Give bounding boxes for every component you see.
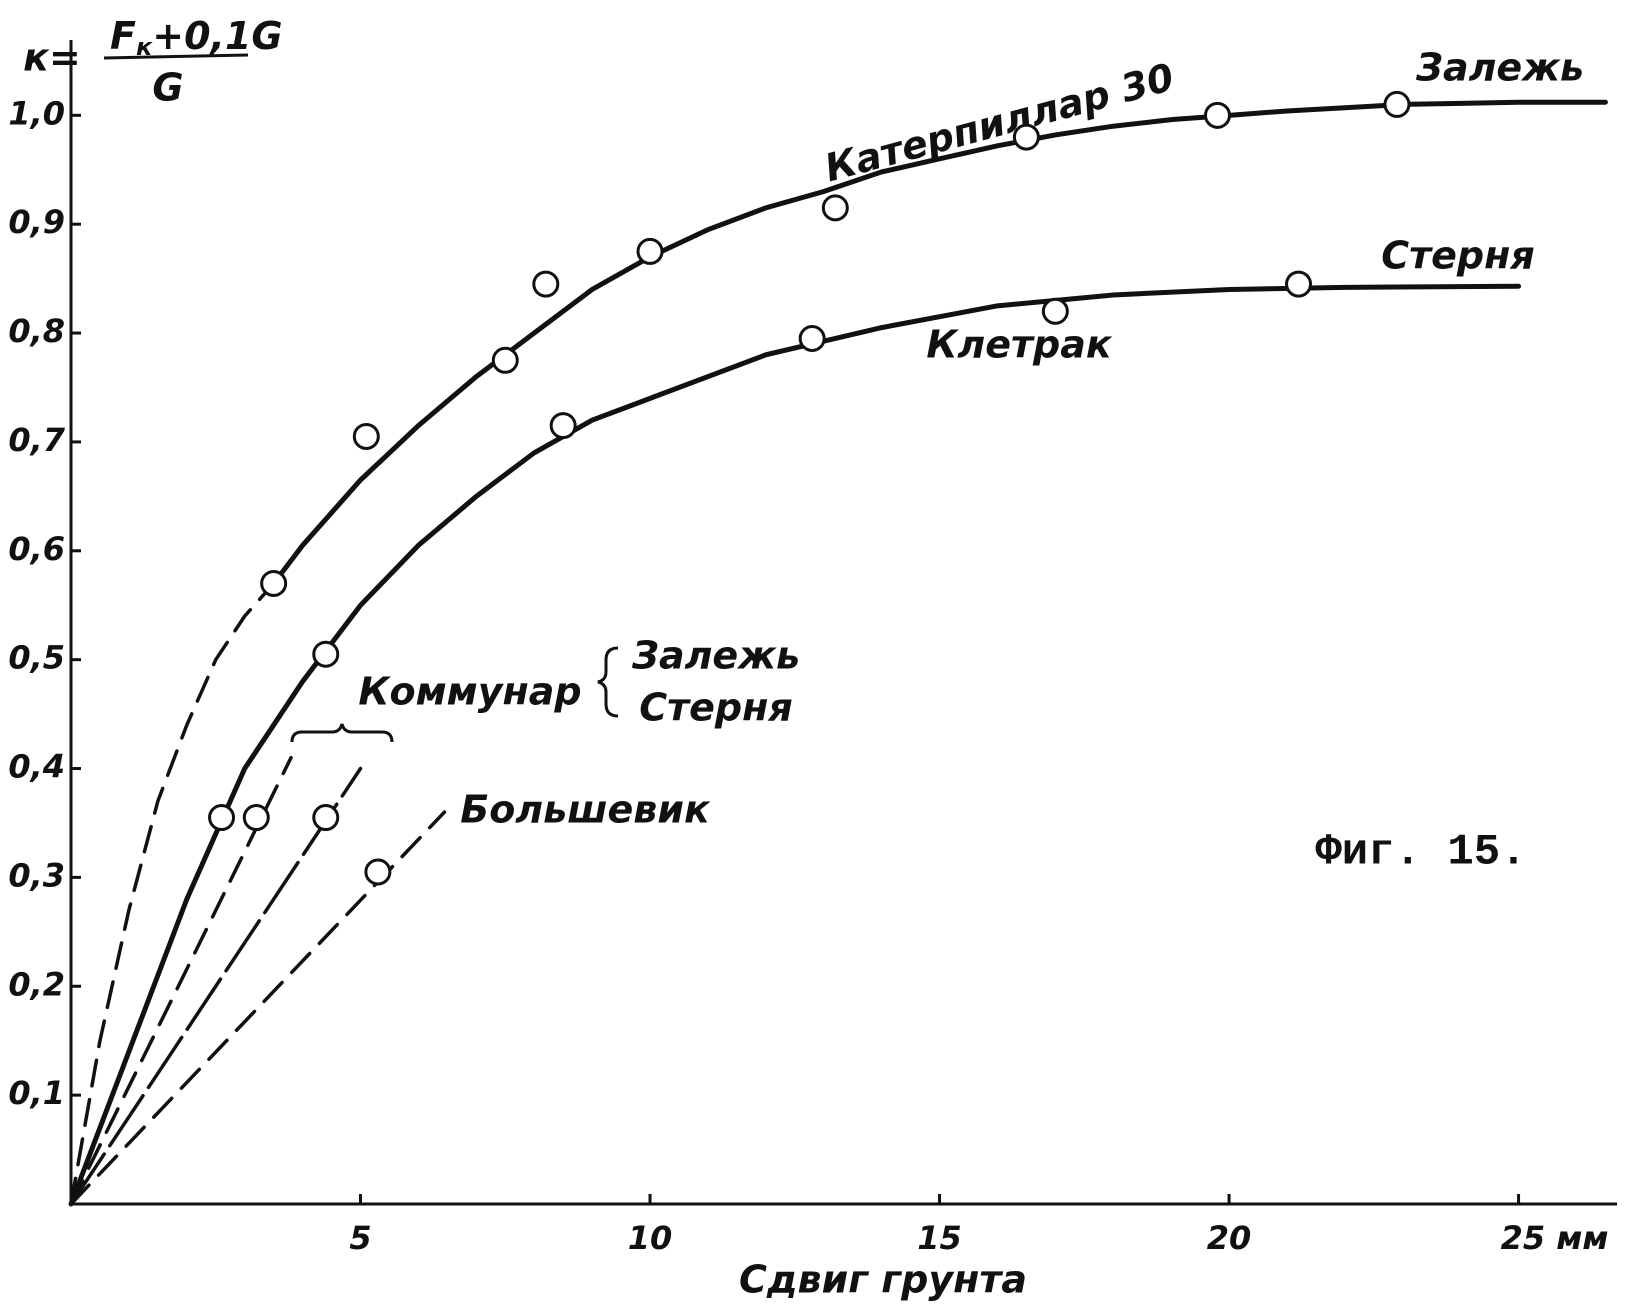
x-tick-label: 5 [349, 1219, 371, 1257]
data-point [798, 325, 826, 352]
data-point [821, 194, 849, 222]
x-tick-label: 10 [628, 1219, 673, 1257]
y-tick-label: 0,6 [8, 530, 65, 568]
y-label-rest: +0,1G [152, 14, 282, 58]
data-point [491, 346, 519, 374]
y-tick-label: 1,0 [8, 94, 65, 132]
data-point [1012, 123, 1040, 151]
curve [271, 99, 1608, 586]
x-tick-label: 15 [917, 1219, 962, 1257]
data-point [1285, 270, 1313, 298]
curve [68, 283, 1522, 1207]
series-soil: Стерня [639, 686, 793, 730]
curve [69, 766, 363, 1206]
series-soil: Залежь [631, 634, 800, 678]
x-tick-label: 20 [1207, 1219, 1252, 1257]
series-name: Большевик [460, 788, 711, 832]
y-label-sub: к [136, 33, 153, 61]
brace [597, 646, 619, 718]
x-label: Сдвиг грунта [739, 1258, 1027, 1302]
y-tick-label: 0,9 [8, 203, 65, 241]
series-name: Клетрак [926, 323, 1113, 367]
data-point [636, 237, 664, 265]
data-point [364, 858, 392, 886]
data-point [1041, 297, 1069, 325]
data-point [208, 804, 236, 832]
data-point [312, 804, 340, 832]
curve [69, 755, 293, 1206]
data-point [1383, 90, 1411, 118]
data-point [1203, 101, 1231, 129]
y-label-f: F [110, 14, 136, 58]
y-tick-label: 0,8 [8, 312, 65, 350]
fraction-bar [103, 53, 249, 60]
data-point [242, 804, 270, 832]
data-point [352, 422, 380, 450]
y-tick-label: 0,1 [8, 1074, 65, 1112]
y-tick-label: 0,3 [8, 856, 65, 894]
y-tick-label: 0,5 [8, 639, 65, 677]
group-label: Коммунар [358, 670, 581, 714]
y-tick-label: 0,7 [8, 421, 65, 459]
series-soil: Стерня [1381, 234, 1535, 278]
data-point [260, 569, 288, 597]
y-label-numerator: Fк+0,1G [110, 14, 283, 62]
figure-label: Фиг. 15. [1315, 828, 1526, 878]
series-soil: Залежь [1415, 46, 1584, 90]
y-tick-label: 0,4 [8, 748, 65, 786]
y-tick-label: 0,2 [8, 965, 65, 1003]
data-point [549, 412, 577, 440]
data-point [532, 270, 560, 298]
underbrace [290, 723, 394, 743]
data-point [312, 640, 340, 668]
curve [69, 581, 276, 1206]
x-tick-label: 25 мм [1501, 1219, 1609, 1257]
y-label-denominator: G [152, 66, 183, 110]
